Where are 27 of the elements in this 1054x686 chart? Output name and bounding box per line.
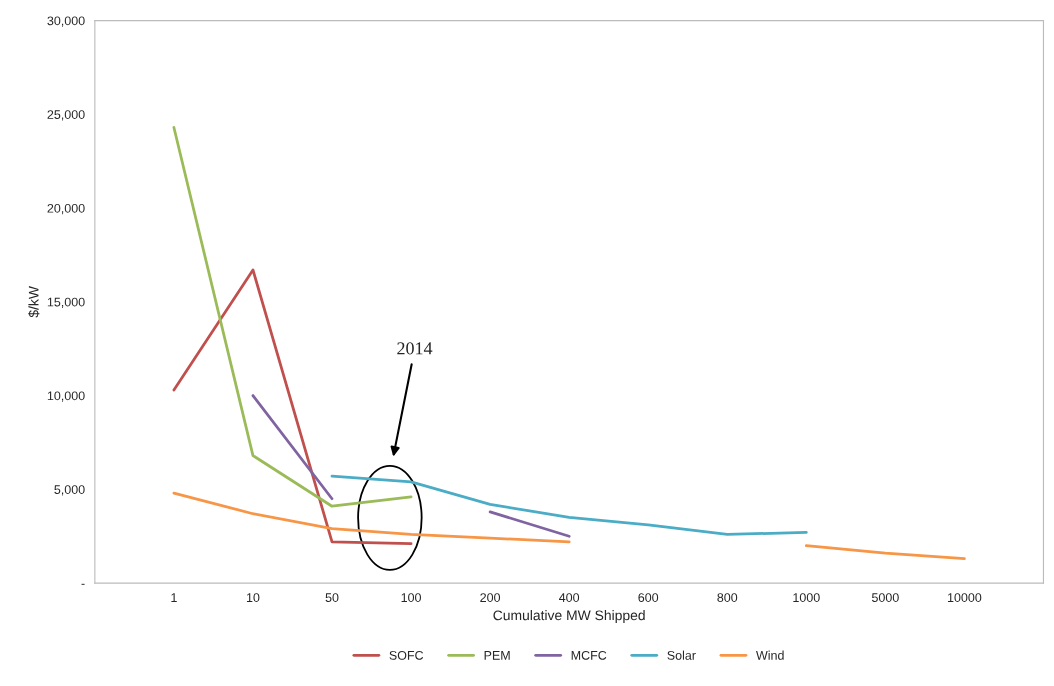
y-tick-label: 10,000 [47, 391, 85, 402]
x-tick-label: 100 [401, 593, 421, 602]
legend-label: MCFC [571, 650, 607, 660]
line-series [330, 474, 808, 536]
x-tick-label: 10000 [947, 593, 982, 602]
x-tick-label: 10 [246, 593, 260, 602]
x-tick-label: 400 [559, 593, 580, 602]
x-tick-label: 50 [325, 593, 339, 602]
x-tick-label: 200 [480, 593, 501, 602]
legend-label: Wind [756, 650, 784, 660]
x-tick-label: 600 [638, 593, 659, 602]
x-tick-label: 1000 [793, 593, 820, 602]
x-tick-label: 5000 [871, 593, 899, 602]
legend-label: PEM [484, 651, 510, 660]
x-axis-title: Cumulative MW Shipped [493, 610, 645, 623]
y-axis-title: $/kW [28, 286, 40, 318]
y-tick-label: 20,000 [47, 203, 85, 215]
legend-label: SOFC [389, 650, 424, 660]
y-tick-label: 5,000 [54, 485, 85, 496]
x-tick-label: 800 [717, 593, 738, 602]
annotation: 2014 [397, 342, 433, 355]
y-tick-label: - [81, 583, 85, 585]
legend-label: Solar [667, 650, 696, 660]
y-tick-label: 25,000 [47, 110, 85, 121]
y-tick-label: 15,000 [47, 297, 85, 308]
x-tick-label: 1 [171, 593, 177, 602]
y-tick-label: 30,000 [47, 16, 85, 27]
